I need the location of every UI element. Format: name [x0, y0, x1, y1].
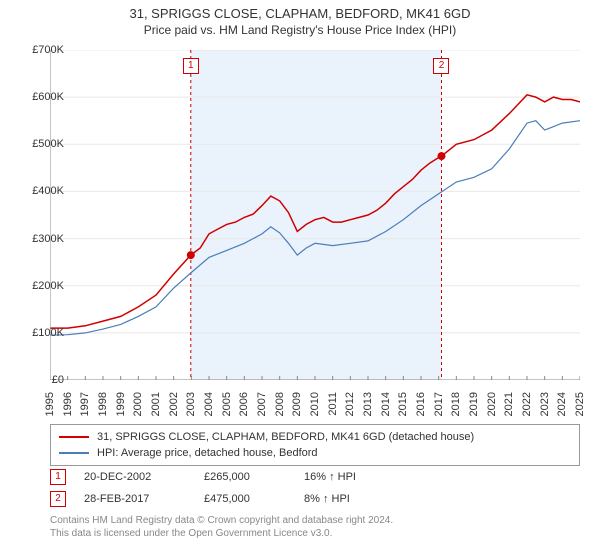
- y-axis-tick-label: £100K: [20, 327, 64, 339]
- footer-attribution: Contains HM Land Registry data © Crown c…: [50, 514, 580, 540]
- chart-subtitle: Price paid vs. HM Land Registry's House …: [0, 21, 600, 37]
- y-axis-tick-label: £0: [20, 374, 64, 386]
- sale-marker-icon: 1: [50, 469, 66, 485]
- legend-label: HPI: Average price, detached house, Bedf…: [97, 447, 318, 459]
- legend-box: 31, SPRIGGS CLOSE, CLAPHAM, BEDFORD, MK4…: [50, 424, 580, 466]
- y-axis-tick-label: £400K: [20, 185, 64, 197]
- sale-marker-flag: 2: [433, 58, 449, 74]
- sales-table: 1 20-DEC-2002 £265,000 16% ↑ HPI 2 28-FE…: [50, 466, 580, 510]
- legend-item: HPI: Average price, detached house, Bedf…: [59, 445, 571, 461]
- y-axis-tick-label: £600K: [20, 91, 64, 103]
- sale-price: £265,000: [204, 471, 304, 483]
- y-axis-tick-label: £700K: [20, 44, 64, 56]
- sales-row: 1 20-DEC-2002 £265,000 16% ↑ HPI: [50, 466, 580, 488]
- sale-price: £475,000: [204, 493, 304, 505]
- chart-area: [50, 50, 580, 380]
- sale-hpi: 16% ↑ HPI: [304, 471, 424, 483]
- footer-line: This data is licensed under the Open Gov…: [50, 527, 580, 540]
- sale-hpi: 8% ↑ HPI: [304, 493, 424, 505]
- y-axis-tick-label: £300K: [20, 233, 64, 245]
- chart-container: 31, SPRIGGS CLOSE, CLAPHAM, BEDFORD, MK4…: [0, 0, 600, 560]
- sale-marker-flag: 1: [183, 58, 199, 74]
- sale-date: 20-DEC-2002: [84, 471, 204, 483]
- legend-label: 31, SPRIGGS CLOSE, CLAPHAM, BEDFORD, MK4…: [97, 431, 474, 443]
- chart-svg: [50, 50, 580, 380]
- legend-item: 31, SPRIGGS CLOSE, CLAPHAM, BEDFORD, MK4…: [59, 429, 571, 445]
- sale-marker-icon: 2: [50, 491, 66, 507]
- legend-swatch: [59, 452, 89, 454]
- legend-swatch: [59, 436, 89, 438]
- sale-date: 28-FEB-2017: [84, 493, 204, 505]
- footer-line: Contains HM Land Registry data © Crown c…: [50, 514, 580, 527]
- y-axis-tick-label: £500K: [20, 138, 64, 150]
- y-axis-tick-label: £200K: [20, 280, 64, 292]
- sales-row: 2 28-FEB-2017 £475,000 8% ↑ HPI: [50, 488, 580, 510]
- chart-title: 31, SPRIGGS CLOSE, CLAPHAM, BEDFORD, MK4…: [0, 0, 600, 21]
